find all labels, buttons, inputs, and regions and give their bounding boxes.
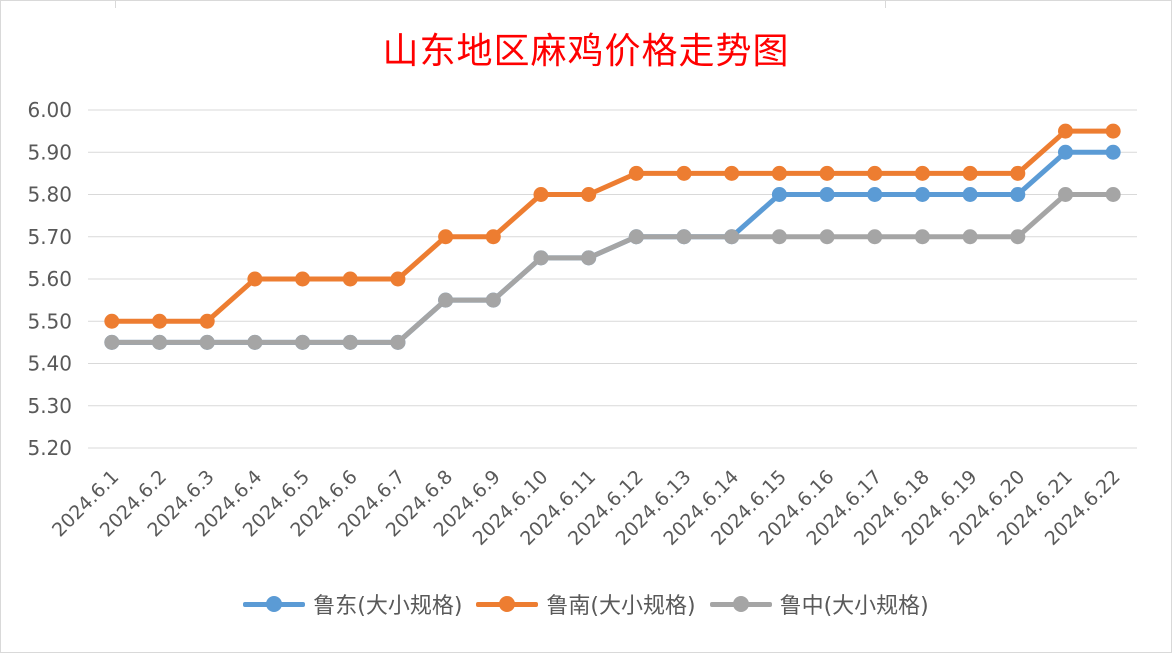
data-point [676,229,692,245]
data-point [342,271,358,287]
data-point [390,271,406,287]
legend-item: 鲁中(大小规格) [709,588,929,620]
data-point [962,165,978,181]
data-point [485,292,501,308]
y-tick-label: 5.30 [27,394,72,418]
data-point [581,250,597,266]
data-point [152,334,168,350]
data-point [819,165,835,181]
data-point [867,187,883,202]
legend: 鲁东(大小规格) 鲁南(大小规格) 鲁中(大小规格) [0,588,1172,620]
data-point [295,334,311,350]
data-point [1105,123,1121,139]
sheet-gridline [885,0,886,8]
data-point [199,313,215,329]
data-point [1057,123,1073,139]
data-point [438,229,454,245]
y-tick-label: 5.50 [27,309,72,333]
data-point [628,165,644,181]
data-point [533,250,549,266]
y-tick-label: 6.00 [27,98,72,122]
legend-label: 鲁南(大小规格) [546,594,696,619]
data-point [295,271,311,287]
sheet-gridline [115,0,116,8]
legend-swatch-dot [732,596,749,612]
data-point [247,334,263,350]
legend-item: 鲁南(大小规格) [476,588,696,620]
legend-swatch [243,589,306,619]
data-point [867,229,883,245]
data-point [1010,229,1026,245]
data-point [533,187,549,202]
data-point [247,271,263,287]
data-point [438,292,454,308]
series-line [109,128,1116,324]
data-point [819,229,835,245]
data-point [342,334,358,350]
data-point [1057,144,1073,160]
chart-title: 山东地区麻鸡价格走势图 [382,31,790,72]
data-point [962,187,978,202]
legend-swatch-dot [499,596,516,612]
data-point [771,187,787,202]
data-point [724,229,740,245]
data-point [581,187,597,202]
legend-label: 鲁中(大小规格) [779,594,929,619]
data-point [724,165,740,181]
data-point [914,165,930,181]
data-point [390,334,406,350]
data-point [104,313,120,329]
series-line [109,192,1116,345]
data-point [914,187,930,202]
y-tick-label: 5.60 [27,267,72,291]
data-point [485,229,501,245]
data-point [628,229,644,245]
legend-swatch-dot [266,596,283,612]
data-point [771,229,787,245]
y-tick-label: 5.40 [27,352,72,376]
data-point [676,165,692,181]
legend-label: 鲁东(大小规格) [313,594,463,619]
data-point [1057,187,1073,202]
data-point [867,165,883,181]
data-point [152,313,168,329]
data-point [771,165,787,181]
data-point [1010,187,1026,202]
data-point [104,334,120,350]
data-point [819,187,835,202]
legend-swatch [709,589,772,619]
data-point [1105,144,1121,160]
data-point [1105,187,1121,202]
y-tick-label: 5.20 [27,436,72,460]
legend-swatch [476,589,539,619]
y-tick-label: 5.80 [27,183,72,207]
data-point [199,334,215,350]
y-tick-label: 5.70 [27,225,72,249]
data-point [914,229,930,245]
data-point [962,229,978,245]
legend-item: 鲁东(大小规格) [243,588,462,620]
data-point [1010,165,1026,181]
y-tick-label: 5.90 [27,140,72,164]
